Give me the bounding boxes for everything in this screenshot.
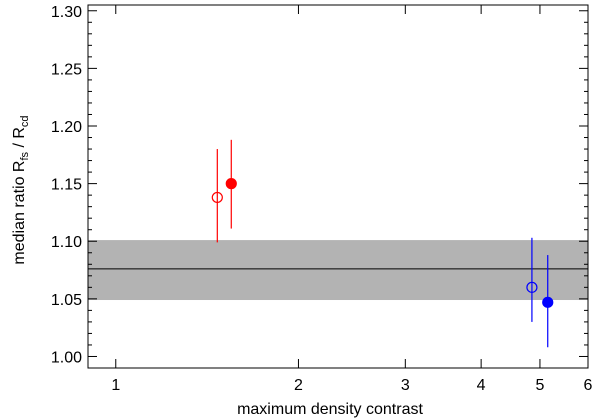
- y-axis-label-base: median ratio R: [11, 161, 28, 265]
- y-tick-label: 1.20: [51, 119, 82, 136]
- y-tick-label: 1.00: [51, 349, 82, 366]
- data-point-filled: [542, 296, 554, 308]
- data-point-filled: [225, 178, 237, 190]
- plot-frame: [87, 4, 589, 369]
- y-axis-label: median ratio Rfs / Rcd: [11, 115, 31, 264]
- x-tick-label: 5: [535, 377, 544, 394]
- x-tick-label: 6: [584, 377, 593, 394]
- y-tick-label: 1.15: [51, 177, 82, 194]
- uncertainty-band: [88, 240, 588, 301]
- x-axis-label: maximum density contrast: [237, 401, 423, 418]
- x-tick-label: 3: [401, 377, 410, 394]
- y-tick-label: 1.10: [51, 234, 82, 251]
- data-point-open: [526, 281, 538, 293]
- data-point-open: [211, 191, 223, 204]
- y-tick-label: 1.05: [51, 292, 82, 309]
- data-points-layer: [211, 139, 554, 348]
- x-tick-label: 2: [294, 377, 303, 394]
- x-tick-label: 1: [111, 377, 120, 394]
- y-tick-label: 1.30: [51, 4, 82, 21]
- x-tick-label: 4: [477, 377, 486, 394]
- y-axis-label-sub1: fs: [19, 151, 31, 160]
- y-axis-label-sub2: cd: [19, 115, 31, 127]
- labels-layer: maximum density contrast median ratio Rf…: [11, 115, 423, 418]
- y-axis-label-mid: / R: [11, 127, 28, 152]
- y-tick-label: 1.25: [51, 61, 82, 78]
- uncertainty-band-layer: [88, 240, 588, 301]
- axes-layer: 1.00 1.05 1.10 1.15 1.20 1.25 1.30 1 2 3 4 5 6: [51, 4, 593, 394]
